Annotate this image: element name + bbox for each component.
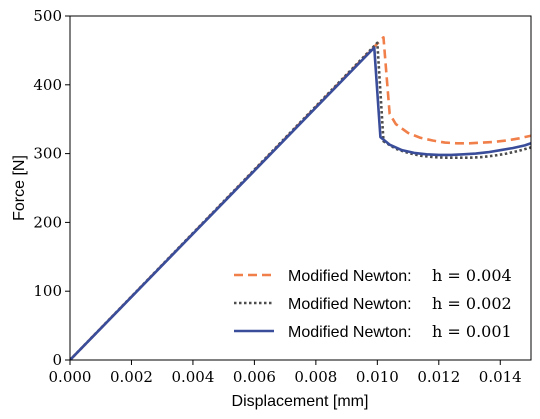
legend-label-2: Modified Newton:	[288, 296, 412, 313]
plot-frame	[69, 15, 532, 361]
x-tick-label: 0.000	[49, 368, 92, 386]
x-axis-label: Displacement [mm]	[232, 393, 369, 410]
x-tick-label: 0.012	[417, 368, 460, 386]
x-tick-label: 0.008	[294, 368, 337, 386]
series-line-3	[70, 46, 531, 360]
y-tick-label: 200	[33, 213, 62, 231]
x-tick-label: 0.010	[356, 368, 399, 386]
x-axis: 0.000 0.002 0.004 0.006 0.008 0.010 0.012 0.014	[49, 360, 522, 386]
legend-h-value-2: h = 0.002	[432, 294, 512, 313]
y-tick-label: 300	[33, 145, 62, 163]
y-tick-label: 100	[33, 282, 62, 300]
legend: Modified Newton: h = 0.004 Modified Newton…	[234, 266, 512, 341]
y-axis: 0 100 200 300 400 500	[33, 7, 70, 369]
x-tick-label: 0.002	[110, 368, 153, 386]
x-tick-label: 0.006	[233, 368, 276, 386]
legend-label-1: Modified Newton:	[288, 268, 412, 285]
legend-label-3: Modified Newton:	[288, 324, 412, 341]
x-tick-label: 0.014	[479, 368, 522, 386]
y-tick-label: 400	[33, 76, 62, 94]
y-tick-label: 0	[52, 351, 62, 369]
series-layer	[70, 36, 531, 360]
legend-h-value-1: h = 0.004	[432, 266, 512, 285]
legend-h-value-3: h = 0.001	[432, 322, 512, 341]
series-line-1	[70, 36, 531, 360]
y-axis-label: Force [N]	[11, 155, 28, 221]
y-tick-label: 500	[33, 7, 62, 25]
x-tick-label: 0.004	[171, 368, 214, 386]
